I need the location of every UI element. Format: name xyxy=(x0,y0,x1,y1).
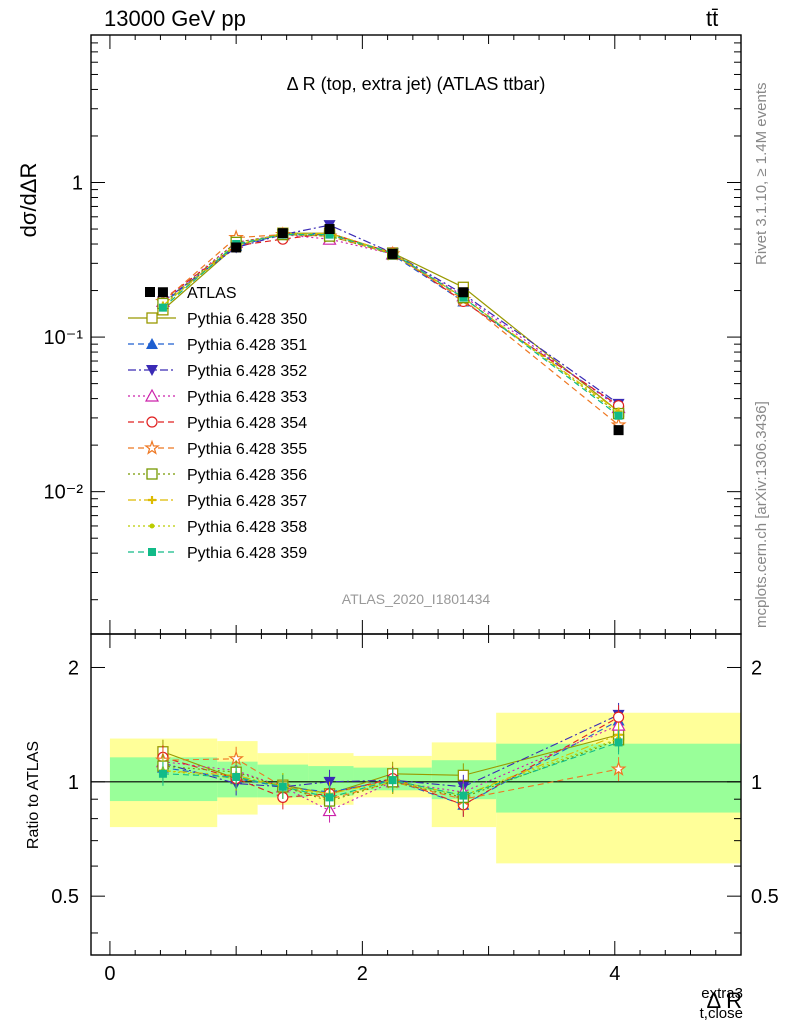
y-axis-label: dσ/dΔR xyxy=(16,163,41,238)
legend-label: Pythia 6.428 351 xyxy=(187,337,307,354)
data-point xyxy=(232,772,241,781)
atlas-data-point xyxy=(613,425,624,436)
data-point xyxy=(144,439,160,455)
legend: ATLAS Pythia 6.428 350 Pythia 6.428 351 Pyt… xyxy=(128,285,307,562)
main-y-axis-ticks xyxy=(91,34,741,601)
data-point xyxy=(158,303,167,312)
data-point xyxy=(278,782,287,791)
legend-marker-atlas xyxy=(145,287,155,297)
data-point xyxy=(148,496,156,504)
legend-label: Pythia 6.428 353 xyxy=(187,389,307,406)
atlas-data-point xyxy=(157,287,168,298)
ratio-y-tick-label: 2 xyxy=(68,657,79,679)
data-point xyxy=(146,416,158,428)
ratio-y-tick-label: 1 xyxy=(68,772,79,794)
data-point xyxy=(612,711,625,723)
atlas-data-point xyxy=(277,228,288,239)
x-axis-label-superscript: extra3 xyxy=(701,985,743,1002)
data-point xyxy=(459,293,468,302)
data-point xyxy=(325,793,334,802)
x-axis-label-subscript: t,close xyxy=(700,1005,743,1022)
legend-label: Pythia 6.428 352 xyxy=(187,363,307,380)
atlas-data-point xyxy=(458,287,469,298)
atlas-data-points xyxy=(157,224,624,436)
data-point xyxy=(146,468,158,480)
ratio-y-tick-label-right: 0.5 xyxy=(751,886,779,908)
legend-label: Pythia 6.428 355 xyxy=(187,441,307,458)
data-point xyxy=(459,791,468,800)
data-point xyxy=(148,548,156,556)
data-point xyxy=(146,365,158,376)
data-point xyxy=(614,738,623,747)
legend-label-atlas: ATLAS xyxy=(187,285,237,302)
x-axis-ticks xyxy=(109,35,717,955)
x-tick-label: 4 xyxy=(609,963,620,985)
atlas-data-point xyxy=(387,248,398,259)
data-point xyxy=(388,776,397,785)
data-point xyxy=(614,411,623,420)
ratio-series-group xyxy=(155,702,627,823)
energy-label: 13000 GeV pp xyxy=(104,6,246,31)
data-point xyxy=(149,523,155,529)
legend-label: Pythia 6.428 356 xyxy=(187,467,307,484)
uncertainty-bands xyxy=(109,712,741,864)
process-label: tt̄ xyxy=(706,6,719,31)
legend-label: Pythia 6.428 357 xyxy=(187,493,307,510)
analysis-tag: ATLAS_2020_I1801434 xyxy=(342,591,491,607)
plot-title: Δ R (top, extra jet) (ATLAS ttbar) xyxy=(287,74,546,94)
data-point xyxy=(146,338,158,349)
atlas-data-point xyxy=(324,224,335,235)
data-point xyxy=(144,388,160,402)
ratio-y-tick-label: 0.5 xyxy=(51,886,79,908)
ratio-y-tick-label-right: 1 xyxy=(751,772,762,794)
x-tick-label: 2 xyxy=(357,963,368,985)
y-tick-label: 10⁻¹ xyxy=(44,327,84,349)
x-tick-label: 0 xyxy=(104,963,115,985)
data-point xyxy=(325,230,334,239)
x-axis-label: Δ R xyxy=(707,988,742,1013)
ratio-y-tick-label-right: 2 xyxy=(751,657,762,679)
legend-label: Pythia 6.428 354 xyxy=(187,415,307,432)
data-point xyxy=(158,769,167,778)
y-tick-label: 1 xyxy=(72,173,83,195)
data-point xyxy=(146,312,158,324)
legend-label: Pythia 6.428 359 xyxy=(187,545,307,562)
legend-label: Pythia 6.428 358 xyxy=(187,519,307,536)
legend-label: Pythia 6.428 350 xyxy=(187,311,307,328)
data-point xyxy=(610,760,627,776)
ratio-series-pythia-6.428-359 xyxy=(158,730,623,810)
ratio-y-axis-ticks xyxy=(91,666,741,934)
y-tick-label: 10⁻² xyxy=(44,482,84,504)
ratio-y-axis-label: Ratio to ATLAS xyxy=(25,741,42,849)
atlas-data-point xyxy=(231,242,242,253)
ratio-plot-frame xyxy=(90,633,742,956)
